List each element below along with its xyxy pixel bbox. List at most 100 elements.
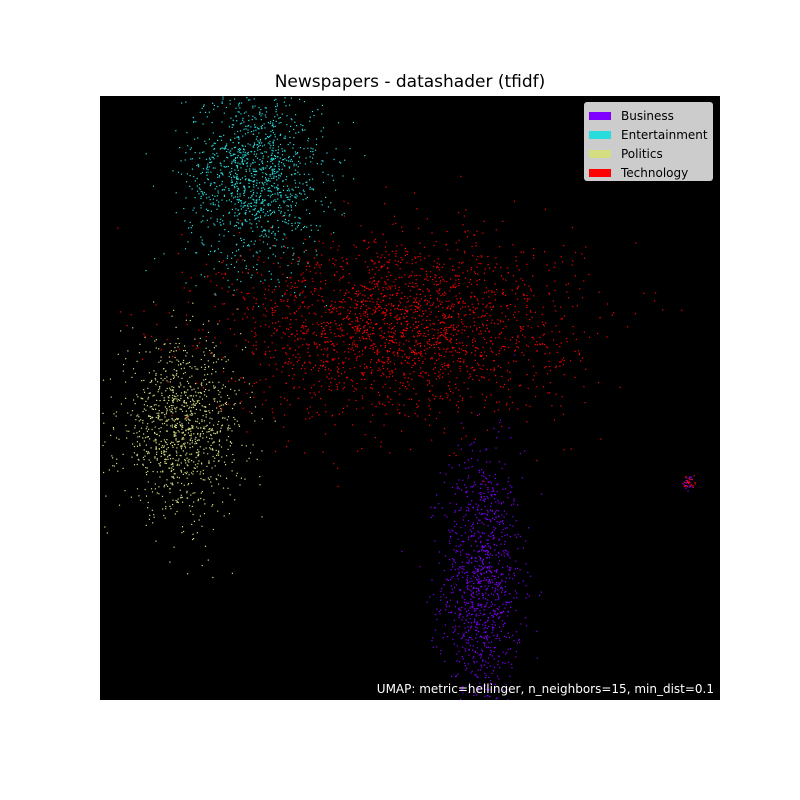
data-point xyxy=(291,119,293,121)
data-point xyxy=(181,496,183,498)
data-point xyxy=(196,426,198,428)
data-point xyxy=(190,428,192,430)
data-point xyxy=(155,442,157,444)
data-point xyxy=(301,128,303,130)
data-point xyxy=(446,516,448,518)
data-point xyxy=(341,277,344,279)
data-point xyxy=(447,305,449,307)
data-point xyxy=(411,350,413,352)
data-point xyxy=(191,375,193,377)
data-point xyxy=(176,417,178,420)
data-point xyxy=(519,326,521,328)
data-point xyxy=(178,477,180,479)
data-point xyxy=(342,363,344,365)
data-point xyxy=(289,142,291,144)
data-point xyxy=(262,303,264,305)
data-point xyxy=(263,168,265,170)
data-point xyxy=(514,350,516,352)
data-point xyxy=(265,151,268,153)
data-point xyxy=(233,225,235,227)
data-point xyxy=(458,571,460,573)
data-point xyxy=(191,232,193,234)
data-point xyxy=(473,533,476,535)
data-point xyxy=(480,573,482,575)
data-point xyxy=(172,446,174,448)
data-point xyxy=(375,345,377,347)
data-point xyxy=(270,227,272,229)
data-point xyxy=(236,472,238,474)
data-point xyxy=(280,195,282,197)
data-point xyxy=(149,381,151,383)
data-point xyxy=(504,662,506,664)
data-point xyxy=(420,350,422,352)
data-point xyxy=(465,639,467,641)
data-point xyxy=(213,223,215,225)
data-point xyxy=(461,619,463,621)
data-point xyxy=(232,184,234,186)
data-point xyxy=(245,170,247,173)
data-point xyxy=(299,162,301,164)
data-point xyxy=(207,276,209,278)
data-point xyxy=(216,478,218,481)
data-point xyxy=(211,505,213,507)
data-point xyxy=(507,307,509,310)
data-point xyxy=(171,399,173,402)
data-point xyxy=(472,613,474,615)
data-point xyxy=(415,262,417,264)
data-point xyxy=(166,402,168,404)
data-point xyxy=(180,384,182,386)
data-point xyxy=(318,324,320,326)
data-point xyxy=(518,385,521,387)
data-point xyxy=(263,167,265,169)
data-point xyxy=(213,441,215,443)
data-point xyxy=(191,425,193,427)
data-point xyxy=(130,314,132,316)
data-point xyxy=(320,264,322,266)
data-point xyxy=(302,280,304,282)
data-point xyxy=(197,498,199,500)
data-point xyxy=(393,304,395,306)
data-point xyxy=(169,343,171,345)
data-point xyxy=(371,294,373,296)
data-point xyxy=(370,361,372,363)
data-point xyxy=(144,455,146,457)
data-point xyxy=(253,353,255,355)
data-point xyxy=(201,151,203,153)
data-point xyxy=(254,170,256,172)
data-point xyxy=(336,343,338,345)
data-point xyxy=(539,336,541,338)
data-point xyxy=(486,602,488,604)
data-point xyxy=(402,382,404,384)
data-point xyxy=(278,192,281,194)
data-point xyxy=(261,128,263,130)
data-point xyxy=(271,173,273,175)
data-point xyxy=(510,504,513,506)
data-point xyxy=(288,188,290,190)
data-point xyxy=(229,221,231,223)
data-point xyxy=(467,553,469,555)
data-point xyxy=(206,395,208,398)
data-point xyxy=(322,364,324,366)
data-point xyxy=(442,335,444,337)
data-point xyxy=(163,343,165,345)
data-point xyxy=(383,367,385,370)
data-point xyxy=(498,678,500,680)
data-point xyxy=(163,514,165,517)
data-point xyxy=(438,611,440,613)
data-point xyxy=(416,307,418,309)
data-point xyxy=(274,173,276,175)
data-point xyxy=(400,309,402,311)
data-point xyxy=(177,395,179,397)
data-point xyxy=(471,466,473,468)
data-point xyxy=(202,168,204,170)
data-point xyxy=(563,374,565,376)
data-point xyxy=(371,371,373,373)
data-point xyxy=(265,167,267,169)
data-point xyxy=(261,181,263,184)
data-point xyxy=(438,371,440,373)
data-point xyxy=(391,305,393,307)
data-point xyxy=(154,457,156,459)
data-point xyxy=(417,302,419,304)
data-point xyxy=(456,660,458,662)
data-point xyxy=(162,412,164,414)
